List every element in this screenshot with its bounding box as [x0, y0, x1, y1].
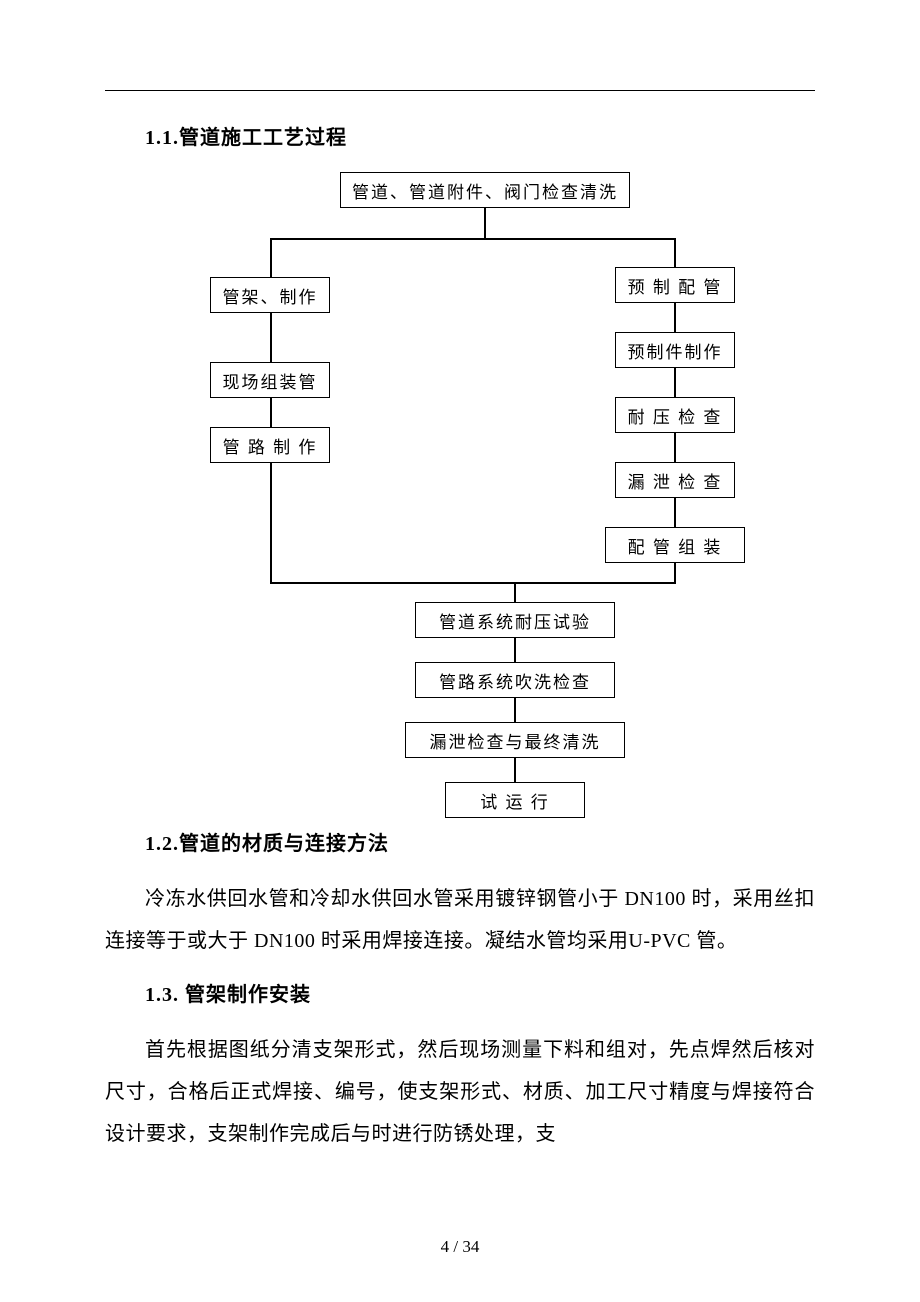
heading-1-3: 1.3. 管架制作安装: [105, 978, 815, 1007]
flow-node-n_r1: 预 制 配 管: [615, 267, 735, 303]
flow-node-n_r3: 耐 压 检 查: [615, 397, 735, 433]
flow-edge: [674, 498, 676, 527]
flow-edge: [674, 368, 676, 397]
flow-node-n_c3: 漏泄检查与最终清洗: [405, 722, 625, 758]
flow-edge: [514, 638, 516, 662]
flow-edge: [514, 758, 516, 782]
flow-edge: [514, 698, 516, 722]
flow-node-n_c2: 管路系统吹洗检查: [415, 662, 615, 698]
heading-1-1: 1.1.管道施工工艺过程: [105, 121, 815, 150]
header-rule: [105, 90, 815, 91]
flow-edge: [674, 303, 676, 332]
flow-edge: [514, 582, 516, 602]
heading-1-2: 1.2.管道的材质与连接方法: [105, 827, 815, 856]
flow-edge: [484, 208, 486, 238]
flow-node-n_l2: 现场组装管: [210, 362, 330, 398]
flow-node-n_top: 管道、管道附件、阀门检查清洗: [340, 172, 630, 208]
paragraph-1-2: 冷冻水供回水管和冷却水供回水管采用镀锌钢管小于 DN100 时，采用丝扣连接等于…: [105, 878, 815, 962]
flow-node-n_c4: 试 运 行: [445, 782, 585, 818]
flow-edge: [674, 433, 676, 462]
flow-edge: [270, 313, 272, 362]
document-page: 1.1.管道施工工艺过程 管道、管道附件、阀门检查清洗管架、制作现场组装管管 路…: [0, 0, 920, 1302]
flow-edge: [270, 238, 674, 240]
flow-edge: [270, 463, 272, 582]
pipeline-flowchart: 管道、管道附件、阀门检查清洗管架、制作现场组装管管 路 制 作 预 制 配 管预制…: [105, 172, 815, 812]
flow-node-n_l3: 管 路 制 作: [210, 427, 330, 463]
flow-edge: [674, 563, 676, 582]
flow-edge: [270, 582, 676, 584]
flow-edge: [674, 238, 676, 267]
flow-node-n_r4: 漏 泄 检 查: [615, 462, 735, 498]
flow-node-n_r5: 配 管 组 装: [605, 527, 745, 563]
flow-edge: [270, 238, 272, 277]
flow-node-n_l1: 管架、制作: [210, 277, 330, 313]
flow-node-n_c1: 管道系统耐压试验: [415, 602, 615, 638]
paragraph-1-3: 首先根据图纸分清支架形式，然后现场测量下料和组对，先点焊然后核对尺寸，合格后正式…: [105, 1029, 815, 1155]
flow-edge: [270, 398, 272, 427]
page-number: 4 / 34: [0, 1237, 920, 1257]
flow-node-n_r2: 预制件制作: [615, 332, 735, 368]
